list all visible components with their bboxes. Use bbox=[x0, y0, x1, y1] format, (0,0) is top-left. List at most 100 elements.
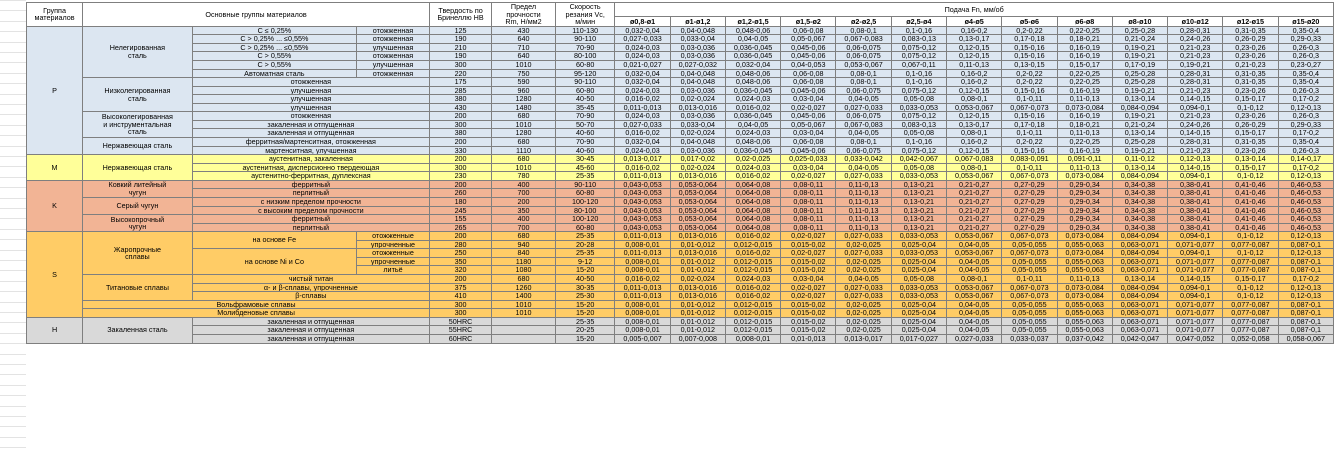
cutting-speed-value: 40-50 bbox=[554, 274, 616, 284]
feed-rate-value: 0,04-0,05 bbox=[724, 119, 782, 130]
feed-rate-value: 0,01-0,012 bbox=[669, 316, 726, 327]
feed-rate-value: 0,013-0,016 bbox=[669, 231, 726, 241]
feed-rate-value: 0,033-0,053 bbox=[890, 171, 948, 181]
strength-value bbox=[491, 333, 556, 344]
feed-rate-value: 0,41-0,46 bbox=[1222, 196, 1279, 207]
material-condition: аустенитная, закаленная bbox=[191, 154, 431, 164]
feed-rate-value: 0,17-0,2 bbox=[1277, 94, 1334, 104]
feed-rate-value: 0,013-0,016 bbox=[669, 291, 726, 301]
table-row: H Закаленная сталь закаленная и отпущенная… bbox=[25, 316, 1334, 344]
table-row: Титановые сплавы чистый титан 200 680 40-50 0… bbox=[27, 274, 1334, 301]
feed-rate-value: 0,071-0,077 bbox=[1167, 299, 1224, 310]
feed-rate-value: 0,073-0,084 bbox=[1056, 248, 1113, 258]
feed-rate-value: 0,013-0,016 bbox=[669, 102, 726, 113]
table-row: аустенитно-ферритная, дуплексная 230 780 25… bbox=[27, 171, 1334, 181]
feed-rate-value: 0,26-0,3 bbox=[1277, 145, 1334, 156]
feed-rate-value: 0,11-0,13 bbox=[835, 214, 892, 224]
feed-rate-value: 0,34-0,38 bbox=[1111, 205, 1169, 216]
feed-rate-value: 0,05-0,055 bbox=[1001, 325, 1058, 335]
material-condition: упрочненные bbox=[355, 256, 431, 267]
feed-rate-value: 0,2-0,22 bbox=[1001, 68, 1058, 79]
feed-rate-value: 0,41-0,46 bbox=[1222, 222, 1279, 233]
table-row: перлитный 260 700 60-80 0,043-0,053 0,053-0,0… bbox=[27, 188, 1334, 198]
feed-rate-value: 0,067-0,073 bbox=[1001, 102, 1058, 113]
feed-rate-value: 0,073-0,084 bbox=[1056, 231, 1113, 241]
material-group-code: M bbox=[25, 154, 84, 181]
feed-rate-value: 0,015-0,02 bbox=[780, 316, 837, 327]
feed-rate-value: 0,055-0,063 bbox=[1056, 265, 1113, 275]
feed-rate-value: 0,06-0,08 bbox=[780, 77, 837, 87]
feed-rate-value: 0,03-0,04 bbox=[780, 94, 837, 104]
feed-rate-value: 0,1-0,16 bbox=[890, 68, 948, 79]
feed-rate-value: 0,04-0,05 bbox=[835, 128, 892, 138]
feed-rate-value: 0,11-0,13 bbox=[1056, 162, 1113, 173]
hardness-value: 190 bbox=[428, 51, 493, 61]
feed-rate-value: 0,16-0,19 bbox=[1056, 85, 1113, 96]
feed-rate-value: 0,077-0,087 bbox=[1222, 308, 1279, 318]
feed-rate-value: 0,21-0,23 bbox=[1167, 145, 1224, 156]
feed-rate-value: 0,05-0,08 bbox=[890, 162, 948, 173]
feed-rate-value: 0,04-0,05 bbox=[946, 325, 1003, 335]
feed-rate-value: 0,008-0,01 bbox=[614, 256, 671, 267]
cutting-speed-value: 25-35 bbox=[554, 231, 616, 241]
feed-rate-value: 0,12-0,15 bbox=[946, 145, 1003, 156]
feed-rate-value: 0,064-0,08 bbox=[724, 222, 782, 233]
feed-rate-value: 0,35-0,4 bbox=[1277, 77, 1334, 87]
feed-rate-value: 0,1-0,12 bbox=[1222, 102, 1279, 113]
material-family-name: Высоколегированная и инструментальная стал… bbox=[82, 111, 193, 138]
feed-rate-value: 0,077-0,087 bbox=[1222, 256, 1279, 267]
col-header-diameter: ø8-ø10 bbox=[1111, 16, 1169, 27]
hardness-value: 300 bbox=[428, 308, 493, 318]
feed-rate-value: 0,15-0,16 bbox=[1001, 111, 1058, 121]
hardness-value: 50HRC bbox=[428, 316, 493, 327]
col-header-diameter: ø1-ø1,2 bbox=[669, 16, 726, 27]
feed-rate-value: 0,033-0,04 bbox=[669, 34, 726, 44]
feed-rate-value: 0,14-0,15 bbox=[1167, 162, 1224, 173]
feed-rate-value: 0,1-0,11 bbox=[1001, 162, 1058, 173]
feed-rate-value: 0,16-0,2 bbox=[946, 68, 1003, 79]
feed-rate-value: 0,04-0,053 bbox=[780, 59, 837, 70]
feed-rate-value: 0,071-0,077 bbox=[1167, 308, 1224, 318]
feed-rate-value: 0,053-0,064 bbox=[669, 179, 726, 190]
feed-rate-value: 0,053-0,064 bbox=[669, 205, 726, 216]
feed-rate-value: 0,19-0,21 bbox=[1111, 111, 1169, 121]
feed-rate-value: 0,015-0,02 bbox=[780, 308, 837, 318]
feed-rate-value: 0,08-0,1 bbox=[835, 68, 892, 79]
feed-rate-value: 0,063-0,071 bbox=[1111, 265, 1169, 275]
feed-rate-value: 0,28-0,31 bbox=[1167, 77, 1224, 87]
feed-rate-value: 0,46-0,53 bbox=[1277, 179, 1334, 190]
cutting-speed-value: 20-28 bbox=[554, 239, 616, 250]
feed-rate-value: 0,048-0,06 bbox=[724, 25, 782, 36]
feed-rate-value: 0,087-0,1 bbox=[1277, 265, 1334, 275]
feed-rate-value: 0,23-0,26 bbox=[1222, 85, 1279, 96]
feed-rate-value: 0,043-0,053 bbox=[614, 179, 671, 190]
feed-rate-value: 0,27-0,29 bbox=[1001, 205, 1058, 216]
cutting-speed-value: 40-50 bbox=[554, 94, 616, 104]
feed-rate-value: 0,015-0,02 bbox=[780, 325, 837, 335]
cutting-speed-value: 40-60 bbox=[554, 128, 616, 138]
material-group-code: H bbox=[25, 316, 84, 344]
feed-rate-value: 0,015-0,02 bbox=[780, 256, 837, 267]
feed-rate-value: 0,27-0,29 bbox=[1001, 188, 1058, 198]
table-row: закаленная и отпущенная 60HRC 15-20 0,005-0… bbox=[27, 333, 1334, 344]
feed-rate-value: 0,02-0,025 bbox=[835, 265, 892, 275]
table-row: перлитный 265 700 60-80 0,043-0,053 0,053-0,0… bbox=[27, 222, 1334, 233]
feed-rate-value: 0,15-0,16 bbox=[1001, 145, 1058, 156]
feed-rate-value: 0,012-0,015 bbox=[724, 308, 782, 318]
feed-rate-value: 0,043-0,053 bbox=[614, 214, 671, 224]
feed-rate-value: 0,016-0,02 bbox=[724, 291, 782, 301]
feed-rate-value: 0,047-0,052 bbox=[1167, 333, 1224, 344]
strength-value: 710 bbox=[491, 42, 556, 53]
material-condition: отожженные bbox=[355, 231, 431, 241]
feed-rate-value: 0,12-0,13 bbox=[1277, 248, 1334, 258]
cutting-speed-value: 60-80 bbox=[554, 222, 616, 233]
feed-rate-value: 0,073-0,084 bbox=[1056, 171, 1113, 181]
feed-rate-value: 0,05-0,055 bbox=[1001, 316, 1058, 327]
feed-rate-value: 0,22-0,25 bbox=[1056, 137, 1113, 147]
feed-rate-value: 0,083-0,13 bbox=[890, 34, 948, 44]
material-condition: с низким пределом прочности bbox=[191, 196, 431, 207]
feed-rate-value: 0,13-0,15 bbox=[1001, 59, 1058, 70]
feed-rate-value: 0,02-0,025 bbox=[835, 239, 892, 250]
feed-rate-value: 0,1-0,11 bbox=[1001, 128, 1058, 138]
feed-rate-value: 0,04-0,05 bbox=[835, 162, 892, 173]
